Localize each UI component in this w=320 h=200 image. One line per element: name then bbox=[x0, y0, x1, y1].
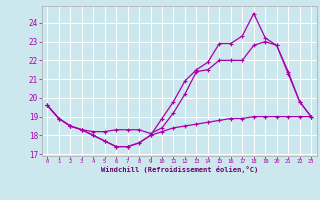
X-axis label: Windchill (Refroidissement éolien,°C): Windchill (Refroidissement éolien,°C) bbox=[100, 166, 258, 173]
